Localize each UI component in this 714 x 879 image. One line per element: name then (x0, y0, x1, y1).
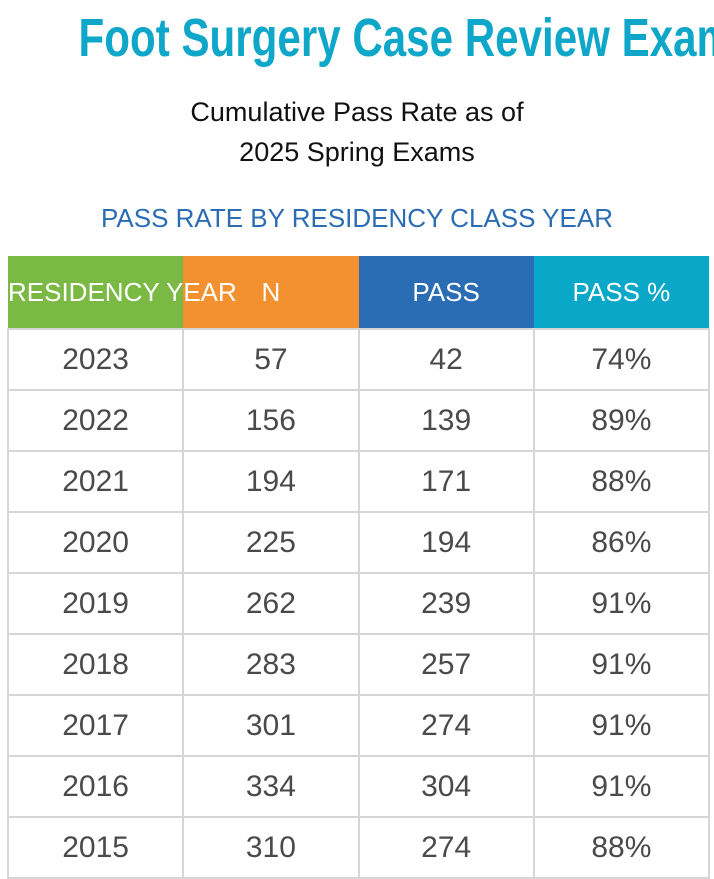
cell-pass: 257 (357, 633, 535, 696)
cell-residency-year: 2015 (6, 816, 185, 879)
subtitle: Cumulative Pass Rate as of 2025 Spring E… (0, 92, 714, 172)
header-residency-year: RESIDENCY YEAR (8, 256, 237, 329)
table-row: 2019 262 239 91% (6, 572, 711, 635)
table-row: 2023 57 42 74% (6, 328, 711, 391)
subtitle-line-1: Cumulative Pass Rate as of (190, 97, 524, 127)
cell-pass: 274 (357, 816, 535, 879)
table-row: 2016 334 304 91% (6, 755, 711, 818)
cell-residency-year: 2022 (6, 389, 185, 452)
header-pass: PASS (358, 256, 534, 329)
table-header-row: RESIDENCY YEAR N PASS PASS % (8, 256, 709, 329)
table-row: 2022 156 139 89% (6, 389, 711, 452)
subtitle-line-2: 2025 Spring Exams (239, 137, 475, 167)
cell-pass-percent: 91% (532, 694, 711, 757)
cell-residency-year: 2021 (6, 450, 185, 513)
cell-pass-percent: 86% (532, 511, 711, 574)
cell-pass: 42 (357, 328, 535, 391)
cell-n: 156 (182, 389, 360, 452)
table-row: 2020 225 194 86% (6, 511, 711, 574)
cell-n: 283 (182, 633, 360, 696)
cell-pass: 194 (357, 511, 535, 574)
cell-residency-year: 2023 (6, 328, 185, 391)
cell-n: 310 (182, 816, 360, 879)
cell-pass: 274 (357, 694, 535, 757)
cell-residency-year: 2020 (6, 511, 185, 574)
cell-pass-percent: 88% (532, 450, 711, 513)
cell-residency-year: 2017 (6, 694, 185, 757)
cell-pass-percent: 88% (532, 816, 711, 879)
pass-rate-table: RESIDENCY YEAR N PASS PASS % 2023 57 42 74%… (6, 256, 711, 879)
cell-n: 194 (182, 450, 360, 513)
section-heading: PASS RATE BY RESIDENCY CLASS YEAR (100, 203, 613, 233)
header-n: N (183, 256, 359, 329)
cell-pass-percent: 89% (532, 389, 711, 452)
header-pass-percent: PASS % (533, 256, 709, 329)
cell-n: 301 (182, 694, 360, 757)
cell-pass: 171 (357, 450, 535, 513)
cell-pass-percent: 91% (532, 755, 711, 818)
table-row: 2015 310 274 88% (6, 816, 711, 879)
cell-residency-year: 2019 (6, 572, 185, 635)
cell-n: 57 (182, 328, 360, 391)
cell-residency-year: 2016 (6, 755, 185, 818)
table-row: 2017 301 274 91% (6, 694, 711, 757)
cell-pass-percent: 91% (532, 572, 711, 635)
page-title: Foot Surgery Case Review Exam (78, 8, 714, 68)
table-row: 2018 283 257 91% (6, 633, 711, 696)
cell-residency-year: 2018 (6, 633, 185, 696)
cell-pass-percent: 91% (532, 633, 711, 696)
cell-pass: 239 (357, 572, 535, 635)
cell-n: 262 (182, 572, 360, 635)
cell-n: 225 (182, 511, 360, 574)
table-row: 2021 194 171 88% (6, 450, 711, 513)
cell-pass-percent: 74% (532, 328, 711, 391)
cell-pass: 139 (357, 389, 535, 452)
cell-pass: 304 (357, 755, 535, 818)
cell-n: 334 (182, 755, 360, 818)
